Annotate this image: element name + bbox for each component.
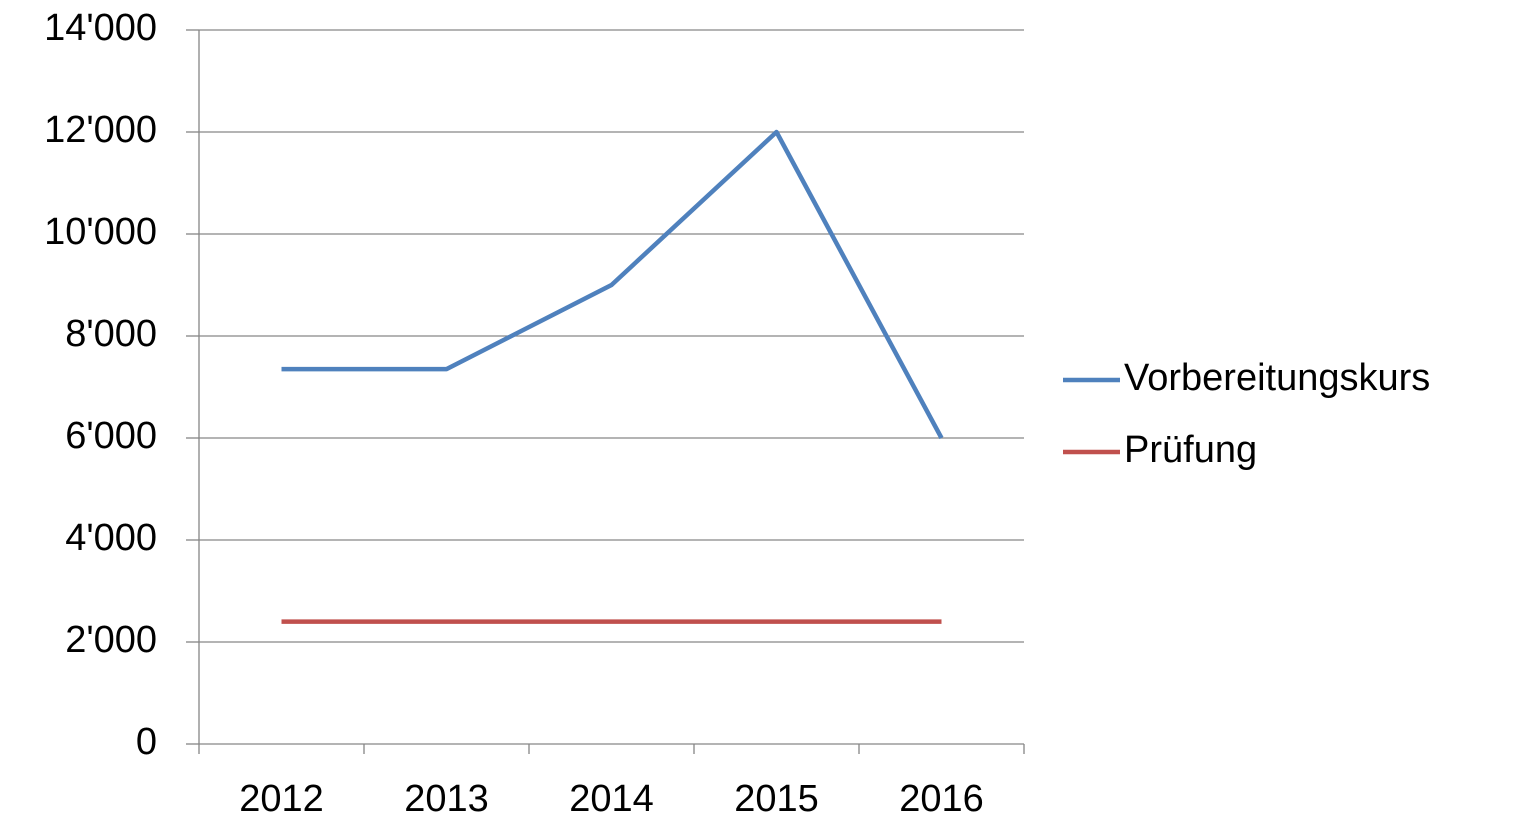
x-tick-label: 2015	[734, 778, 819, 820]
y-tick-label: 12'000	[44, 109, 157, 151]
legend-label: Prüfung	[1124, 429, 1257, 471]
x-tick-label: 2012	[239, 778, 324, 820]
y-tick-label: 4'000	[65, 517, 157, 559]
y-tick-label: 6'000	[65, 415, 157, 457]
legend-label: Vorbereitungskurs	[1124, 357, 1430, 399]
x-tick-label: 2013	[404, 778, 489, 820]
x-tick-label: 2014	[569, 778, 654, 820]
y-tick-label: 0	[136, 721, 157, 763]
y-tick-label: 8'000	[65, 313, 157, 355]
x-tick-label: 2016	[899, 778, 984, 820]
series-line	[281, 129, 944, 440]
y-tick-label: 14'000	[44, 7, 157, 49]
y-tick-label: 10'000	[44, 211, 157, 253]
y-tick-label: 2'000	[65, 619, 157, 661]
